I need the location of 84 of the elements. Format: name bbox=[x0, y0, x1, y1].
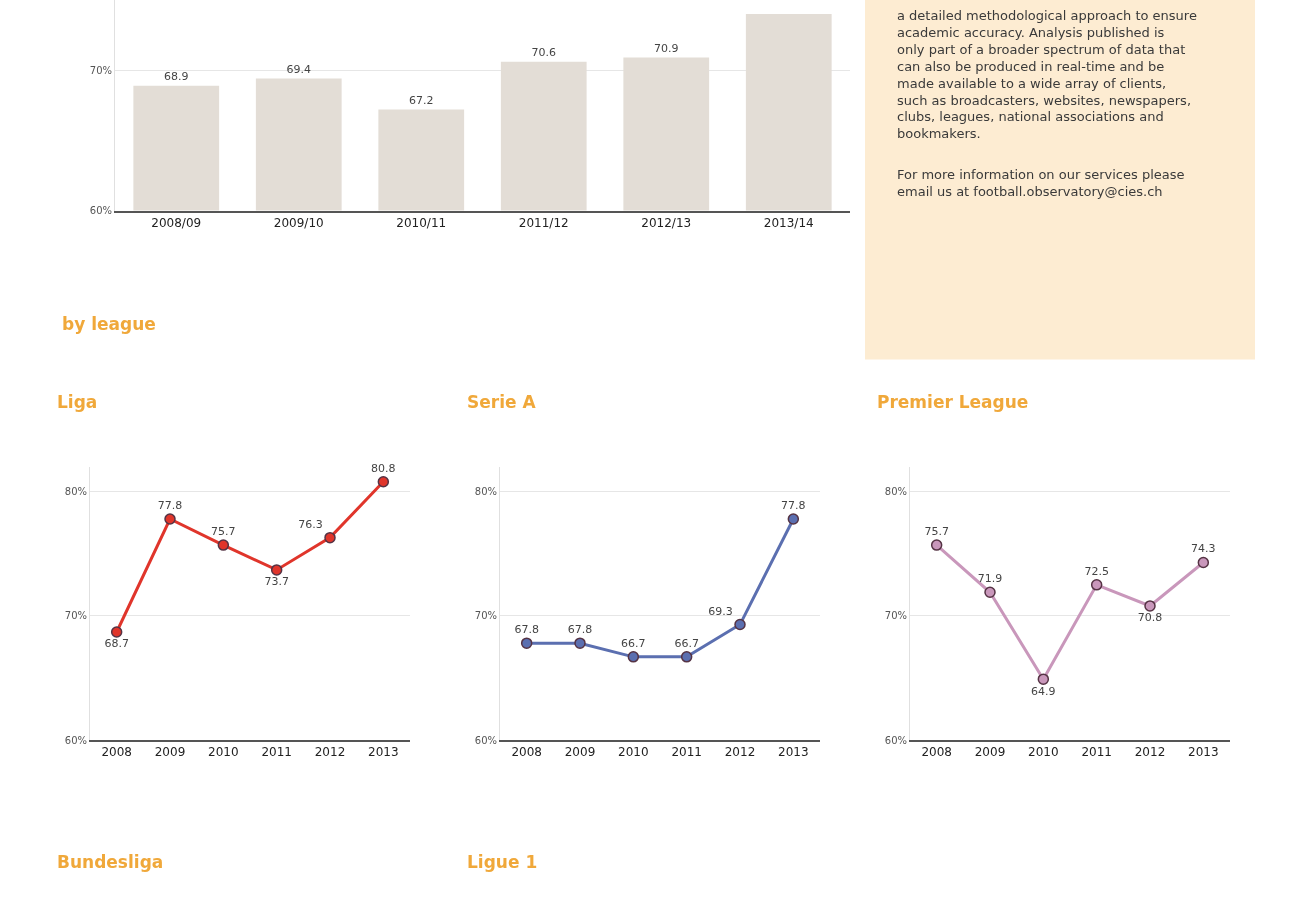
x-tick-label: 2009/10 bbox=[273, 215, 324, 230]
point bbox=[627, 651, 640, 663]
chart-title: Liga bbox=[57, 392, 98, 412]
text: For more information on our services please email us at football.observatory@cies.ch bbox=[897, 167, 1185, 199]
point bbox=[520, 637, 533, 649]
data-label: 70.9 bbox=[654, 41, 679, 55]
y-tick-label: 60% bbox=[474, 734, 497, 746]
data-label: 74.3 bbox=[1191, 542, 1216, 556]
data-label: 67.8 bbox=[567, 623, 593, 637]
x-tick-label: 2011 bbox=[261, 745, 292, 760]
x-tick-label: 2013 bbox=[778, 745, 809, 760]
point bbox=[734, 618, 746, 631]
data-label: 69.4 bbox=[286, 62, 312, 76]
point bbox=[930, 539, 943, 551]
chart-title: Premier League bbox=[877, 392, 1029, 412]
x-tick-label: 2009 bbox=[974, 745, 1006, 760]
y-tick-label: 80% bbox=[474, 486, 497, 498]
x-tick-label: 2011 bbox=[1081, 745, 1112, 760]
data-label: 66.7 bbox=[674, 636, 699, 650]
data-label: 73.7 bbox=[264, 575, 289, 589]
point bbox=[217, 539, 230, 551]
x-tick-label: 2013 bbox=[1188, 745, 1219, 760]
point bbox=[164, 513, 176, 525]
data-label: 70.8 bbox=[1137, 611, 1163, 625]
point bbox=[984, 586, 996, 599]
x-tick-label: 2010 bbox=[208, 745, 239, 760]
x-tick-label: 2008 bbox=[921, 745, 952, 760]
data-label: 70.6 bbox=[531, 45, 556, 59]
point bbox=[787, 513, 800, 525]
data-label: 77.8 bbox=[781, 499, 806, 513]
y-tick-label: 60% bbox=[89, 205, 112, 217]
point bbox=[270, 564, 283, 576]
x-tick-label: 2012 bbox=[1134, 745, 1166, 760]
y-tick-label: 70% bbox=[884, 610, 907, 622]
x-tick-label: 2013/14 bbox=[763, 215, 814, 230]
x-tick-label: 2010 bbox=[618, 745, 649, 760]
data-label: 64.9 bbox=[1031, 684, 1056, 698]
x-tick-label: 2012/13 bbox=[641, 215, 692, 230]
data-label: 72.5 bbox=[1084, 564, 1109, 578]
point bbox=[1144, 600, 1156, 612]
x-tick-label: 2009 bbox=[154, 745, 186, 760]
chart-title: Serie A bbox=[467, 392, 537, 412]
x-tick-label: 2008/09 bbox=[151, 215, 202, 230]
y-tick-label: 70% bbox=[89, 64, 112, 76]
data-label: 75.7 bbox=[924, 525, 949, 539]
text: a detailed methodological approach to ensure academic accuracy. Analysis published is only part of a broader spectrum of data that can also be produced in real-time and be made available to a wide array of clients, such as broadcasters, websites, newspapers, clubs, leagues, national associations and bookmakers. bbox=[897, 8, 1197, 142]
y-tick-label: 80% bbox=[64, 486, 87, 498]
x-tick-label: 2010/11 bbox=[396, 215, 447, 230]
text: by league bbox=[62, 314, 156, 334]
y-tick-label: 60% bbox=[884, 734, 907, 746]
y-tick-label: 80% bbox=[884, 486, 907, 498]
data-label: 80.8 bbox=[371, 461, 396, 475]
x-tick-label: 2013 bbox=[368, 745, 399, 760]
x-tick-label: 2011 bbox=[671, 745, 702, 760]
point bbox=[1037, 673, 1050, 685]
y-tick-label: 60% bbox=[64, 734, 87, 746]
x-tick-label: 2012 bbox=[314, 745, 346, 760]
point bbox=[110, 626, 123, 638]
x-tick-label: 2009 bbox=[564, 745, 596, 760]
x-tick-label: 2010 bbox=[1028, 745, 1059, 760]
point bbox=[1197, 556, 1210, 569]
data-label: 66.7 bbox=[621, 636, 646, 650]
y-tick-label: 70% bbox=[474, 610, 497, 622]
point bbox=[324, 531, 336, 544]
data-label: 76.3 bbox=[298, 517, 323, 531]
x-tick-label: 2011/12 bbox=[518, 215, 569, 230]
x-tick-label: 2008 bbox=[511, 745, 542, 760]
data-label: 67.2 bbox=[409, 93, 434, 107]
point bbox=[680, 651, 693, 663]
data-label: 71.9 bbox=[977, 572, 1003, 586]
data-label: 68.7 bbox=[104, 637, 129, 651]
data-label: 75.7 bbox=[211, 525, 236, 539]
point bbox=[574, 637, 586, 649]
data-label: 68.9 bbox=[164, 69, 189, 83]
x-tick-label: 2012 bbox=[724, 745, 756, 760]
data-label: 69.3 bbox=[708, 604, 733, 618]
data-label: 77.8 bbox=[157, 499, 183, 513]
y-tick-label: 70% bbox=[64, 610, 87, 622]
data-label: 67.8 bbox=[514, 623, 539, 637]
point bbox=[1090, 579, 1103, 591]
x-tick-label: 2008 bbox=[101, 745, 132, 760]
text: Bundesliga bbox=[57, 852, 164, 872]
text: Ligue 1 bbox=[467, 852, 538, 872]
point bbox=[377, 476, 390, 488]
